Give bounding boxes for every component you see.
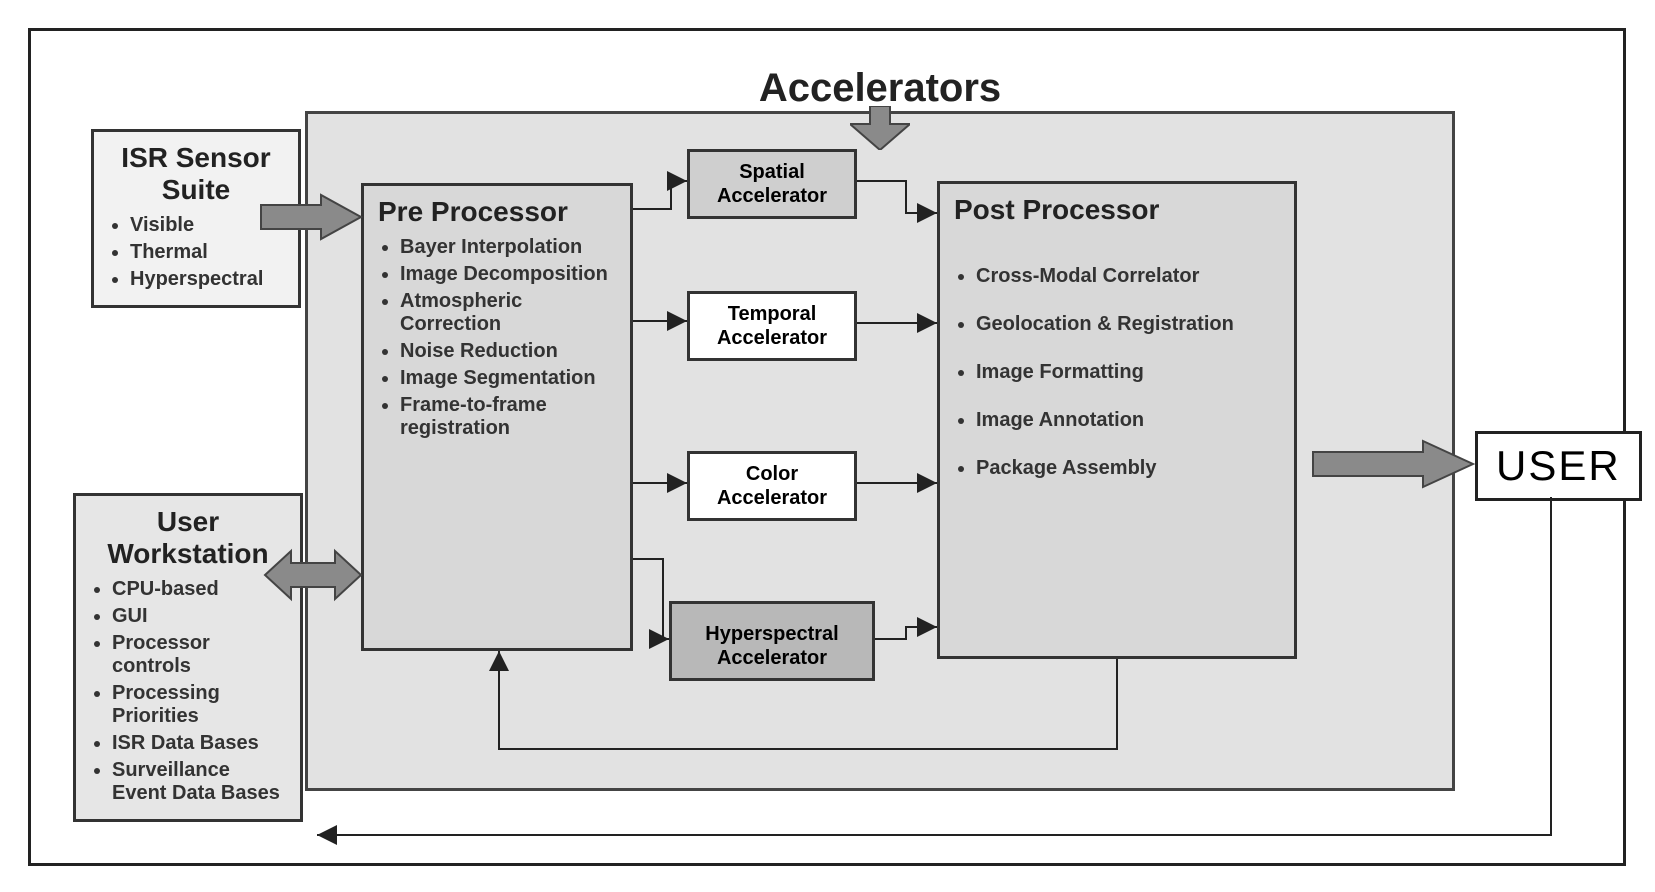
connectors-svg [31,31,1629,869]
outer-frame: Accelerators ISR Sensor Suite Visible Th… [28,28,1626,866]
